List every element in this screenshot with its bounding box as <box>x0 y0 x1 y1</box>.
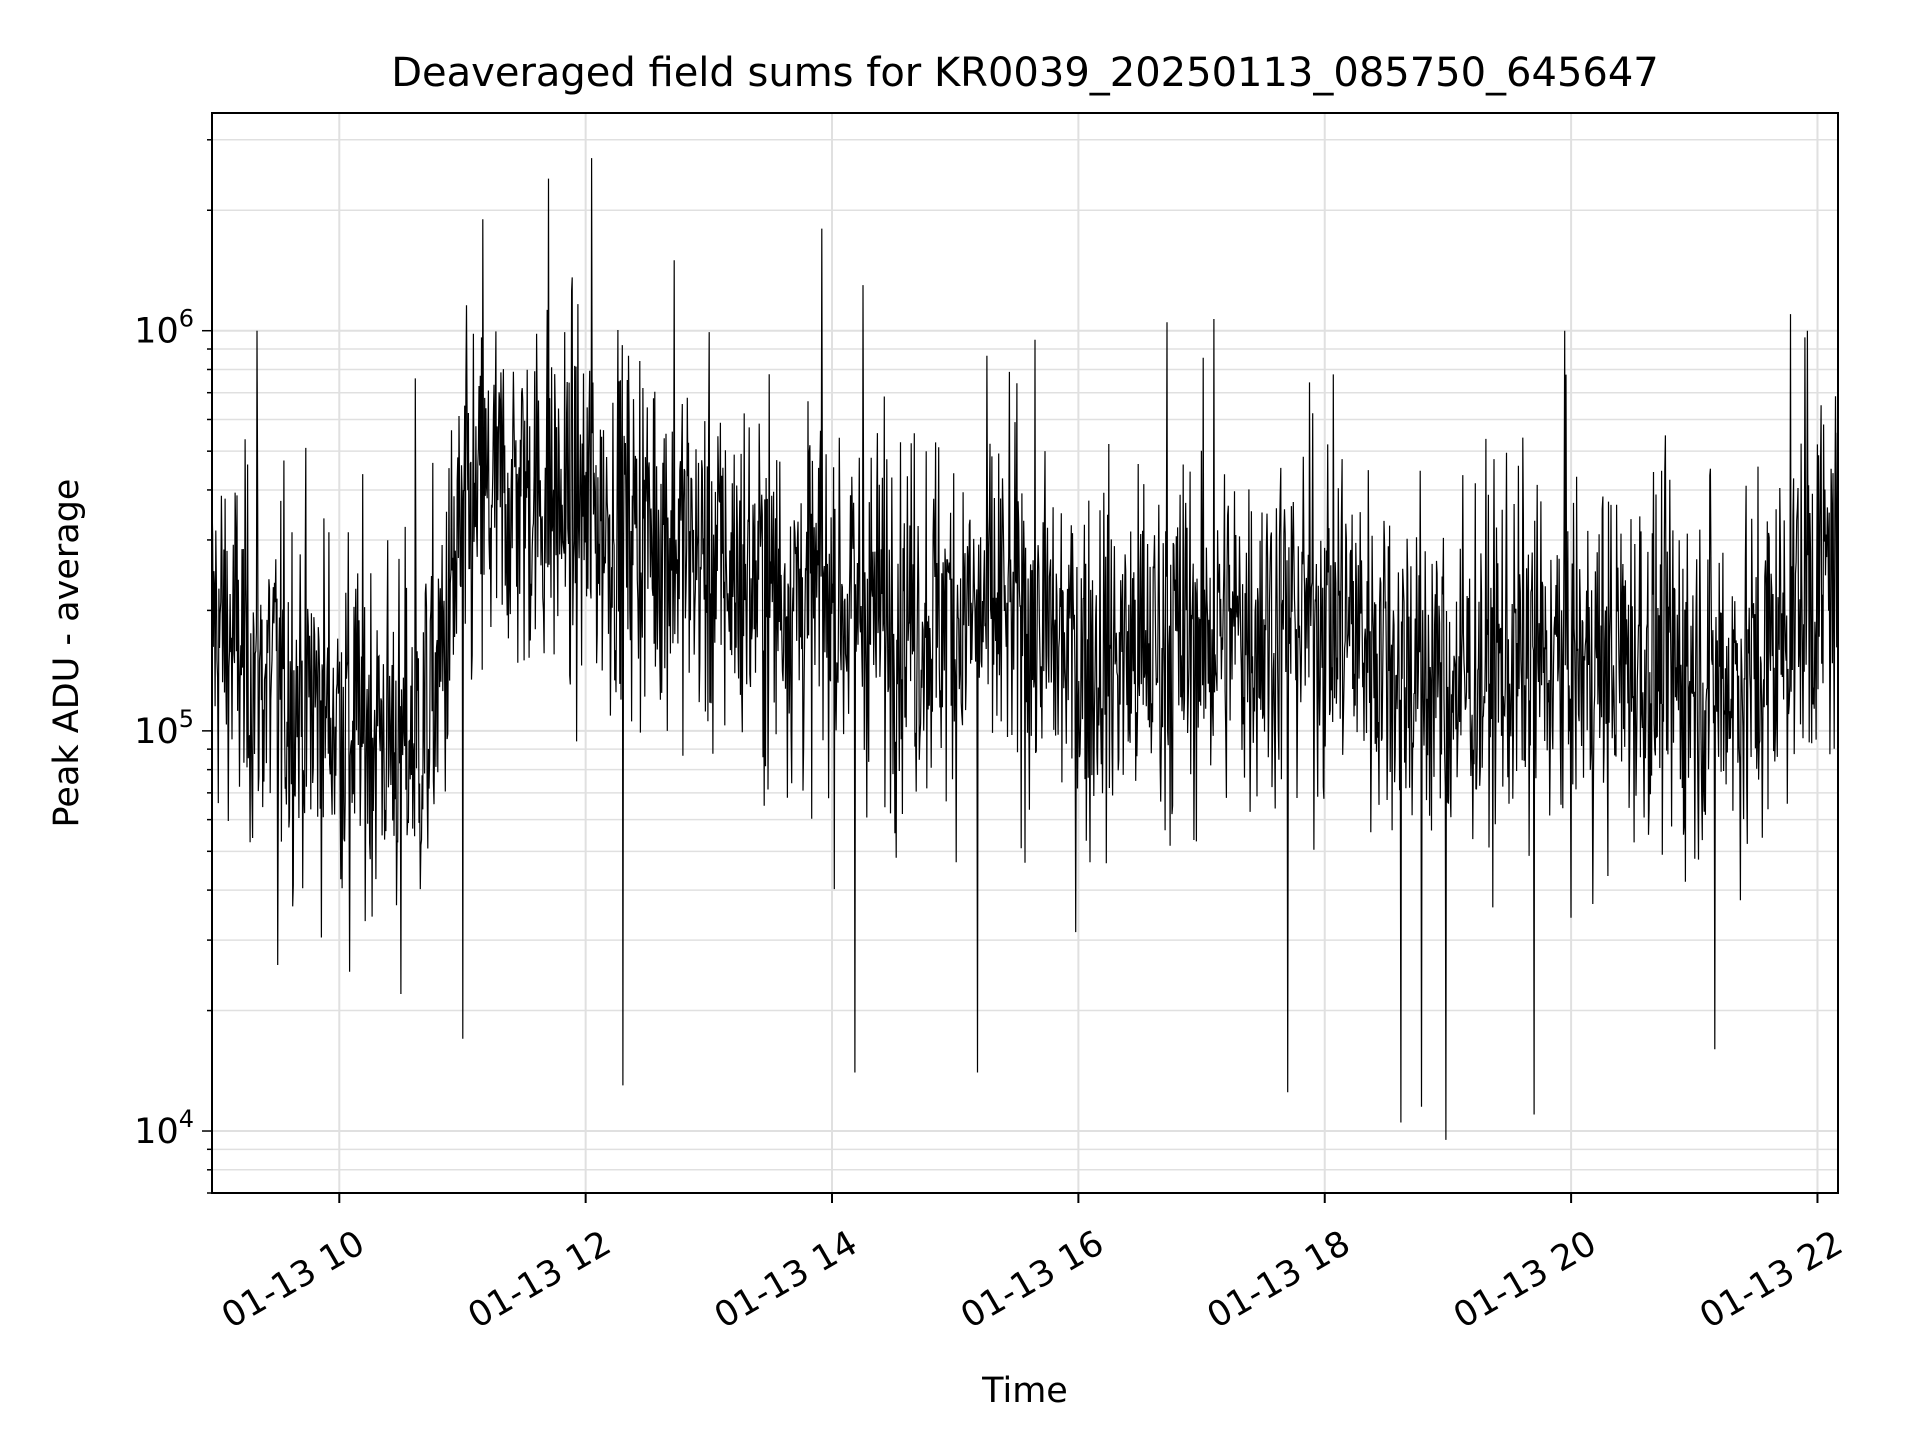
chart-title: Deaveraged field sums for KR0039_2025011… <box>391 50 1659 96</box>
series-layer <box>212 158 1838 1140</box>
series-line <box>212 158 1838 1140</box>
x-axis-label: Time <box>981 1371 1068 1411</box>
plot-frame <box>211 112 1839 1194</box>
y-tick-label: 105 <box>134 705 194 752</box>
y-tick-label: 104 <box>134 1105 194 1152</box>
y-tick-label: 106 <box>134 305 194 352</box>
y-ticks: 104 105 106 <box>134 139 212 1194</box>
y-axis-label: Peak ADU - average <box>47 479 87 828</box>
